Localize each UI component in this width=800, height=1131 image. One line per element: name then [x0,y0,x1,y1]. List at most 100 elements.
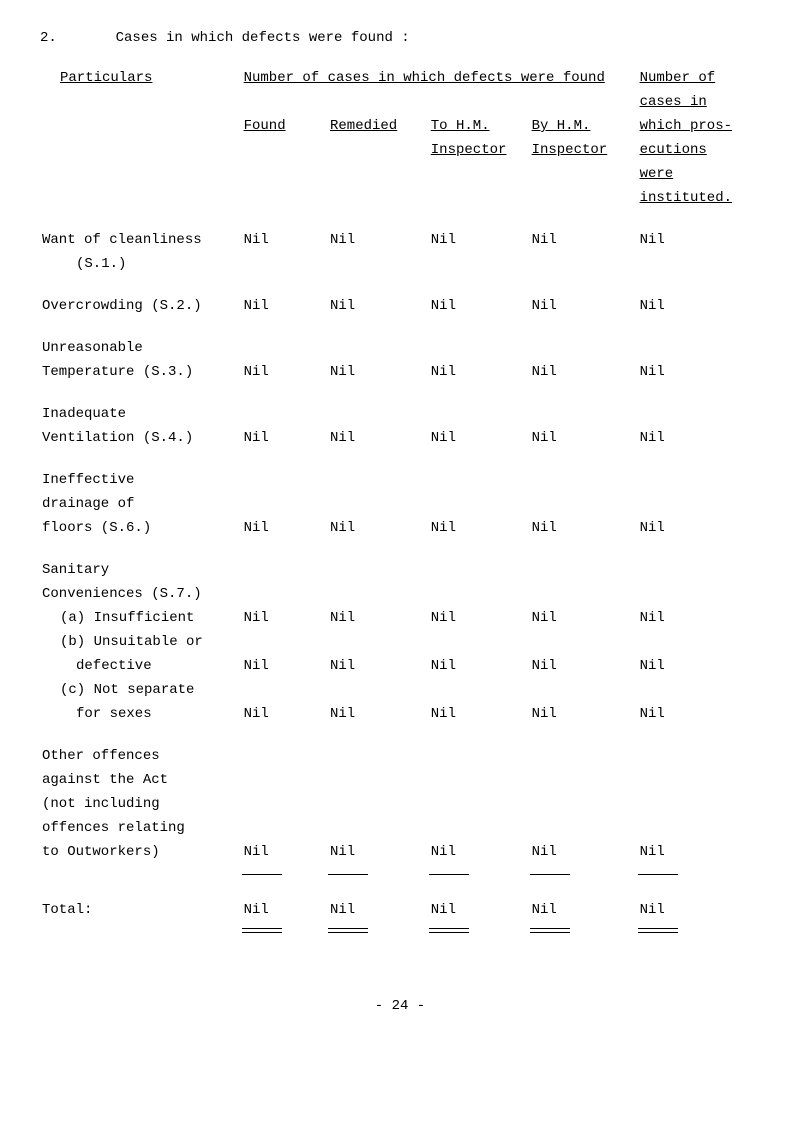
row-label: Want of cleanliness [40,228,242,252]
header-row: Inspector Inspector ecutions [40,138,760,162]
table-row: offences relating [40,816,760,840]
cell-prosec: Nil [638,654,760,678]
page-number: - 24 - [40,998,760,1014]
col-header-prosec-6: instituted. [640,190,732,206]
cell-remedied: Nil [328,360,429,384]
col-header-prosec-4: ecutions [640,142,707,158]
cell-found: Nil [242,360,328,384]
cell-tohm: Nil [429,898,530,922]
table-row: Want of cleanliness Nil Nil Nil Nil Nil [40,228,760,252]
cell-found: Nil [242,840,328,864]
table-row: floors (S.6.) Nil Nil Nil Nil Nil [40,516,760,540]
row-label: Unreasonable [40,336,242,360]
col-header-byhm1: By H.M. [532,118,591,134]
cell-byhm: Nil [530,228,638,252]
cell-remedied: Nil [328,606,429,630]
cell-prosec: Nil [638,360,760,384]
table-row: Sanitary [40,558,760,582]
cell-tohm: Nil [429,840,530,864]
cell-remedied: Nil [328,702,429,726]
table-row: (c) Not separate [40,678,760,702]
row-label: Ventilation (S.4.) [40,426,242,450]
cell-prosec: Nil [638,840,760,864]
col-header-particulars: Particulars [60,70,152,86]
table-row: (b) Unsuitable or [40,630,760,654]
cell-remedied: Nil [328,516,429,540]
cell-tohm: Nil [429,702,530,726]
cell-prosec: Nil [638,426,760,450]
cell-found: Nil [242,516,328,540]
table-row: Ineffective [40,468,760,492]
cell-tohm: Nil [429,426,530,450]
row-label: (not including [40,792,242,816]
cell-tohm: Nil [429,228,530,252]
table-row: drainage of [40,492,760,516]
table-row: Other offences [40,744,760,768]
cell-tohm: Nil [429,606,530,630]
totals-label: Total: [40,898,242,922]
cell-tohm: Nil [429,516,530,540]
row-label: (S.1.) [40,252,242,276]
header-row: instituted. [40,186,760,210]
col-header-prosec-2: cases in [640,94,707,110]
header-row: cases in [40,90,760,114]
cell-prosec: Nil [638,228,760,252]
row-label: (c) Not separate [40,678,242,702]
cell-byhm: Nil [530,360,638,384]
col-header-prosec-3: which pros- [640,118,732,134]
row-label: Conveniences (S.7.) [40,582,242,606]
cell-tohm: Nil [429,654,530,678]
table-row: (S.1.) [40,252,760,276]
cell-found: Nil [242,654,328,678]
col-header-prosec-1: Number of [640,70,716,86]
header-row: Particulars Number of cases in which def… [40,66,760,90]
row-label: to Outworkers) [40,840,242,864]
row-label: (b) Unsuitable or [40,630,242,654]
divider [40,864,760,880]
row-label: against the Act [40,768,242,792]
cell-remedied: Nil [328,426,429,450]
col-header-prosec-5: were [640,166,674,182]
cell-remedied: Nil [328,654,429,678]
col-header-group: Number of cases in which defects were fo… [244,70,605,86]
table-row: Conveniences (S.7.) [40,582,760,606]
row-label: defective [40,654,242,678]
col-header-tohm2: Inspector [431,142,507,158]
col-header-remedied: Remedied [330,118,397,134]
cell-prosec: Nil [638,516,760,540]
cell-remedied: Nil [328,898,429,922]
row-label: Temperature (S.3.) [40,360,242,384]
cell-remedied: Nil [328,840,429,864]
row-label: Ineffective [40,468,242,492]
defects-table: Particulars Number of cases in which def… [40,66,760,938]
row-label: floors (S.6.) [40,516,242,540]
row-label: for sexes [40,702,242,726]
section-text: Cases in which defects were found : [116,30,410,46]
cell-byhm: Nil [530,702,638,726]
cell-found: Nil [242,426,328,450]
cell-byhm: Nil [530,606,638,630]
cell-remedied: Nil [328,228,429,252]
row-label: offences relating [40,816,242,840]
cell-byhm: Nil [530,516,638,540]
table-row: Inadequate [40,402,760,426]
table-row: Temperature (S.3.) Nil Nil Nil Nil Nil [40,360,760,384]
col-header-tohm1: To H.M. [431,118,490,134]
row-label: Sanitary [40,558,242,582]
header-row: Found Remedied To H.M. By H.M. which pro… [40,114,760,138]
table-row: defective Nil Nil Nil Nil Nil [40,654,760,678]
row-label: Overcrowding (S.2.) [40,294,242,318]
table-row: against the Act [40,768,760,792]
table-row: for sexes Nil Nil Nil Nil Nil [40,702,760,726]
cell-prosec: Nil [638,702,760,726]
table-row: (not including [40,792,760,816]
table-row: Overcrowding (S.2.) Nil Nil Nil Nil Nil [40,294,760,318]
cell-found: Nil [242,898,328,922]
row-label: (a) Insufficient [40,606,242,630]
cell-tohm: Nil [429,360,530,384]
row-label: Inadequate [40,402,242,426]
cell-byhm: Nil [530,294,638,318]
table-row: to Outworkers) Nil Nil Nil Nil Nil [40,840,760,864]
cell-found: Nil [242,702,328,726]
cell-prosec: Nil [638,898,760,922]
